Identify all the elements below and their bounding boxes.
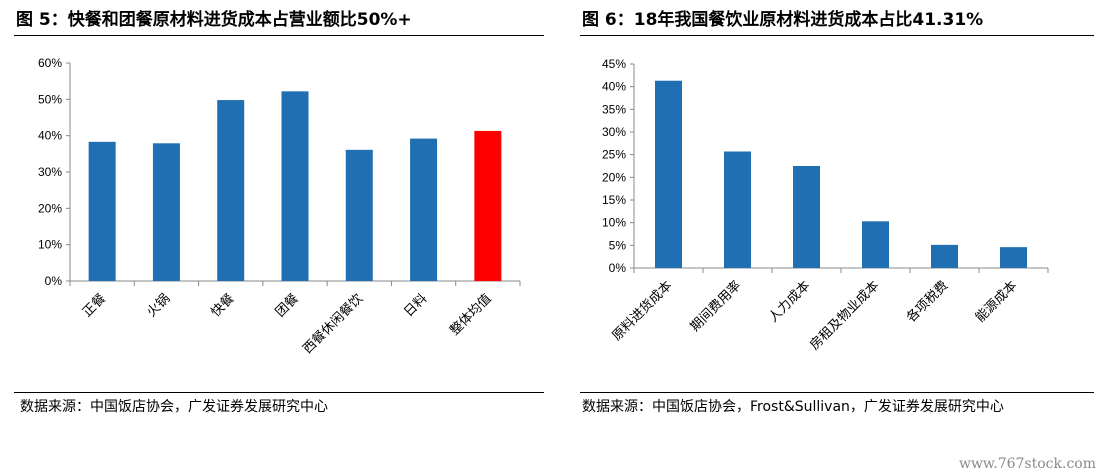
fig6-y-tick-label: 20% <box>602 170 626 184</box>
fig6-category-label: 房租及物业成本 <box>807 278 883 354</box>
fig6-category-label: 各项税费 <box>903 278 951 326</box>
fig5-category-label: 整体均值 <box>447 291 495 339</box>
figure-6-panel: 图 6：18年我国餐饮业原材料进货成本占比41.31% 0% 5% 10% 15% 20… <box>572 0 1104 476</box>
fig6-y-tick-label: 45% <box>602 57 626 71</box>
fig6-bar-5 <box>931 244 958 268</box>
fig5-category-label: 火锅 <box>144 291 174 321</box>
fig6-y-tick-label: 15% <box>602 193 626 207</box>
figure-6-top-rule <box>580 35 1094 36</box>
fig5-bar-1 <box>88 141 116 281</box>
fig5-category-label: 团餐 <box>272 291 302 321</box>
fig6-y-tick-label: 35% <box>602 102 626 116</box>
fig6-bar-2 <box>724 151 751 268</box>
fig6-bar-6 <box>1000 247 1027 268</box>
fig5-bar-6 <box>410 138 438 281</box>
watermark: www.767stock.com <box>958 456 1096 472</box>
fig6-y-tick-label: 5% <box>609 238 627 252</box>
fig5-category-label: 快餐 <box>208 291 238 321</box>
fig6-y-tick-label: 10% <box>602 216 626 230</box>
fig5-bar-4 <box>281 91 309 281</box>
figure-5-bottom-rule <box>14 392 544 393</box>
fig5-category-label: 正餐 <box>79 291 109 321</box>
fig5-bar-5 <box>345 149 373 281</box>
fig6-y-tick-label: 0% <box>609 261 627 275</box>
fig6-y-tick-label: 30% <box>602 125 626 139</box>
fig6-category-label: 原料进货成本 <box>609 278 675 344</box>
fig6-category-label: 人力成本 <box>766 278 813 325</box>
fig5-bar-7 <box>474 130 502 281</box>
fig6-bar-4 <box>862 221 889 268</box>
figure-5-top-rule <box>14 35 544 36</box>
fig5-bar-2 <box>152 143 180 281</box>
fig5-y-tick-label: 60% <box>38 56 62 70</box>
fig5-y-tick-label: 20% <box>38 201 62 215</box>
figure-6-source: 数据来源：中国饭店协会，Frost&Sullivan，广发证券发展研究中心 <box>582 399 1004 415</box>
fig6-y-tick-label: 25% <box>602 148 626 162</box>
fig5-y-tick-label: 50% <box>38 92 62 106</box>
figure-6-bottom-rule <box>580 392 1094 393</box>
fig5-y-tick-label: 40% <box>38 129 62 143</box>
fig5-category-label: 日料 <box>401 291 430 320</box>
fig6-y-tick-label: 40% <box>602 80 626 94</box>
figure-6-title: 图 6：18年我国餐饮业原材料进货成本占比41.31% <box>582 10 984 30</box>
fig6-category-label: 能源成本 <box>973 278 1020 325</box>
fig5-category-label: 西餐休闲餐饮 <box>300 291 366 357</box>
fig5-y-tick-label: 0% <box>45 274 63 288</box>
fig6-bar-3 <box>793 166 820 268</box>
figure-5-source: 数据来源：中国饭店协会，广发证券发展研究中心 <box>20 399 328 415</box>
figure-5-panel: 图 5：快餐和团餐原材料进货成本占营业额比50%+ 0% 10% 20% 30% 40%… <box>0 0 548 476</box>
fig6-category-label: 期间费用率 <box>687 278 744 335</box>
fig5-y-tick-label: 10% <box>38 238 62 252</box>
fig5-bar-3 <box>217 100 245 281</box>
fig6-bar-1 <box>655 80 682 268</box>
fig5-y-tick-label: 30% <box>38 165 62 179</box>
figure-6-bar-chart: 0% 5% 10% 15% 20% 25% 30% 35% 40% 45% 原料进货成本 期间费用率人… <box>602 57 1049 354</box>
figure-5-title: 图 5：快餐和团餐原材料进货成本占营业额比50%+ <box>16 10 412 30</box>
